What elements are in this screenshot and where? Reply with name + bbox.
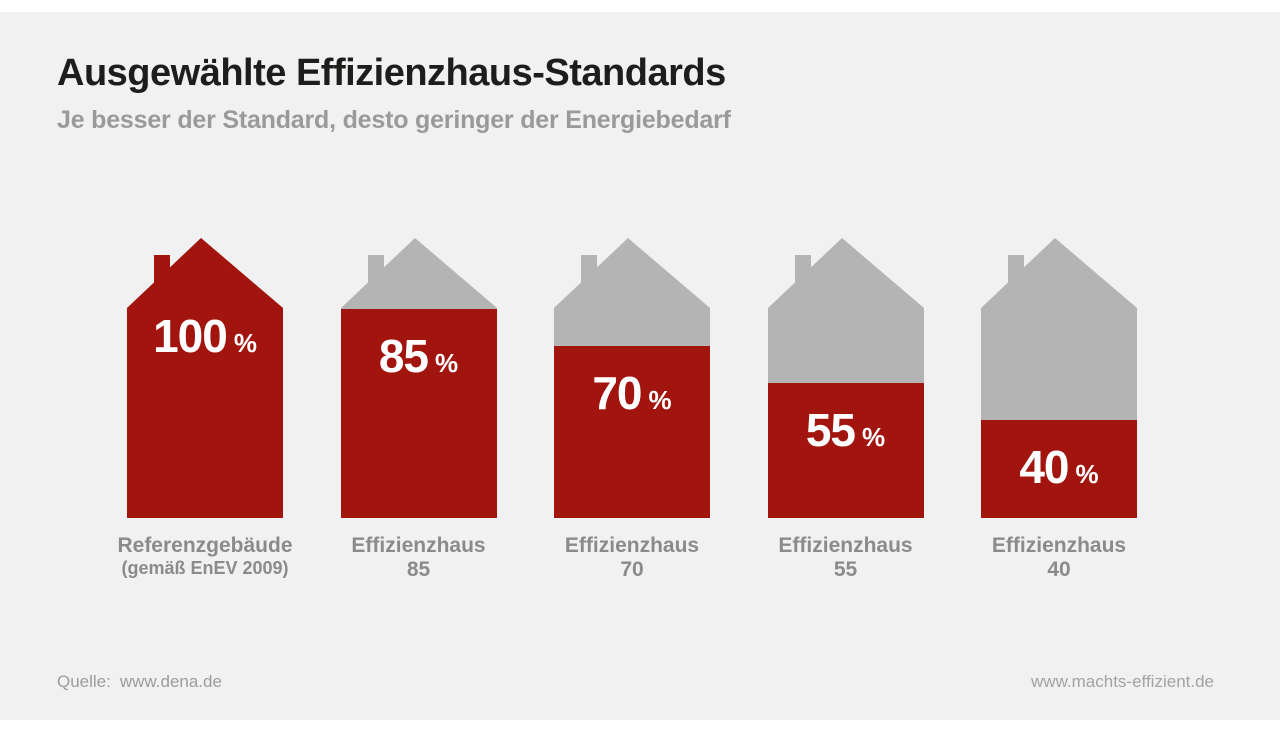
house-pictogram [767,238,924,518]
source-label: Quelle: [57,672,111,691]
house-label-line1: Effizienzhaus [778,534,913,557]
house-pictogram [981,238,1137,518]
house-label-line2: 40 [1047,557,1071,581]
house-label: Referenzgebäude (gemäß EnEV 2009) [117,534,292,578]
house-label-line1: Effizienzhaus [991,534,1127,557]
percent-value: 100% [127,313,283,359]
energy-fill [981,420,1137,518]
house-column: 100% Referenzgebäude (gemäß EnEV 2009) [110,238,300,582]
house-label: Effizienzhaus 70 [565,534,699,582]
house-column: 70% Effizienzhaus 70 [537,238,727,582]
house-label-line2: (gemäß EnEV 2009) [121,557,289,578]
energy-fill [767,383,924,518]
page-title: Ausgewählte Effizienzhaus-Standards [57,52,726,94]
percent-value: 85% [341,333,497,379]
percent-sign: % [1075,459,1099,489]
house-label-line2: 55 [833,557,858,581]
site-link[interactable]: www.machts-effizient.de [1031,672,1214,691]
percent-number: 40 [1019,441,1069,493]
percent-number: 85 [378,330,429,382]
chimney [367,255,384,284]
house-column: 85% Effizienzhaus 85 [324,238,514,582]
energy-fill [554,346,710,518]
percent-sign: % [648,385,672,415]
chimney [1008,255,1024,284]
house-column: 40% Effizienzhaus 40 [964,238,1154,582]
house-chart: 100% Referenzgebäude (gemäß EnEV 2009) 8… [110,238,1154,582]
page-subtitle: Je besser der Standard, desto geringer d… [57,106,731,134]
house-label-line2: 70 [620,557,644,581]
house-pictogram [127,238,283,518]
house-column: 55% Effizienzhaus 55 [751,238,941,582]
percent-value: 40% [981,444,1137,490]
percent-value: 70% [554,370,710,416]
percent-sign: % [435,348,459,378]
house-pictogram [554,238,710,518]
house-label: Effizienzhaus 55 [778,534,912,582]
percent-number: 100 [153,310,228,362]
energy-fill [127,238,283,518]
chimney [794,255,811,284]
house-label-line1: Referenzgebäude [117,534,293,557]
house-label: Effizienzhaus 85 [351,534,485,582]
house-label-line1: Effizienzhaus [564,534,700,557]
house-label-line2: 85 [406,557,431,581]
source-credit: Quelle: www.dena.de [57,672,222,692]
percent-number: 55 [805,404,856,456]
percent-value: 55% [768,407,924,453]
energy-fill [340,309,497,518]
bottom-border-band [0,720,1280,732]
house-label: Effizienzhaus 40 [992,534,1126,582]
house-pictogram [340,238,497,518]
source-link[interactable]: www.dena.de [119,672,222,691]
top-border-band [0,0,1280,12]
percent-sign: % [862,422,886,452]
percent-sign: % [233,328,257,358]
chimney [581,255,597,284]
percent-number: 70 [592,367,642,419]
house-label-line1: Effizienzhaus [351,534,486,557]
